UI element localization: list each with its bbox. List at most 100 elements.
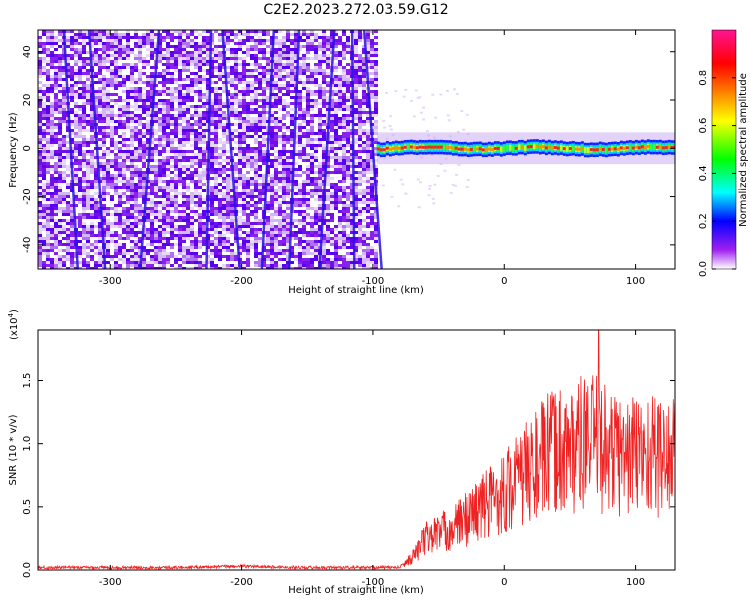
heatmap-cell bbox=[142, 249, 146, 252]
heatmap-cell bbox=[162, 123, 166, 126]
heatmap-cell bbox=[126, 153, 130, 156]
heatmap-cell bbox=[166, 57, 170, 60]
heatmap-cell bbox=[266, 228, 270, 231]
heatmap-cell bbox=[86, 159, 90, 162]
heatmap-cell bbox=[278, 150, 282, 153]
heatmap-cell bbox=[342, 114, 346, 117]
heatmap-cell bbox=[274, 63, 278, 66]
heatmap-cell bbox=[306, 114, 310, 117]
heatmap-cell bbox=[286, 129, 290, 132]
heatmap-cell bbox=[170, 195, 174, 198]
heatmap-cell bbox=[214, 114, 218, 117]
heatmap-cell bbox=[62, 93, 66, 96]
heatmap-cell bbox=[242, 177, 246, 180]
heatmap-cell bbox=[98, 57, 102, 60]
heatmap-cell bbox=[210, 228, 214, 231]
heatmap-cell bbox=[334, 39, 338, 42]
heatmap-cell bbox=[322, 72, 326, 75]
heatmap-cell bbox=[114, 159, 118, 162]
heatmap-cell bbox=[306, 33, 310, 36]
heatmap-cell bbox=[342, 102, 346, 105]
heatmap-cell bbox=[58, 228, 62, 231]
heatmap-cell bbox=[54, 246, 58, 249]
heatmap-cell bbox=[190, 234, 194, 237]
heatmap-cell bbox=[218, 45, 222, 48]
heatmap-cell bbox=[150, 222, 154, 225]
heatmap-cell bbox=[354, 216, 358, 219]
heatmap-cell bbox=[214, 51, 218, 54]
heatmap-cell bbox=[78, 189, 82, 192]
heatmap-cell bbox=[326, 252, 330, 255]
heatmap-cell bbox=[142, 246, 146, 249]
heatmap-cell bbox=[102, 87, 106, 90]
heatmap-cell bbox=[334, 258, 338, 261]
heatmap-cell bbox=[146, 123, 150, 126]
heatmap-cell bbox=[314, 66, 318, 69]
heatmap-cell bbox=[170, 252, 174, 255]
heatmap-cell bbox=[186, 39, 190, 42]
heatmap-cell bbox=[142, 267, 146, 269]
heatmap-cell bbox=[90, 165, 94, 168]
heatmap-cell bbox=[118, 219, 122, 222]
heatmap-cell bbox=[170, 177, 174, 180]
heatmap-cell bbox=[250, 180, 254, 183]
heatmap-cell bbox=[38, 249, 42, 252]
heatmap-cell bbox=[158, 237, 162, 240]
heatmap-cell bbox=[258, 51, 262, 54]
heatmap-cell bbox=[66, 42, 70, 45]
heatmap-cell bbox=[154, 144, 158, 147]
heatmap-cell bbox=[78, 66, 82, 69]
heatmap-cell bbox=[114, 81, 118, 84]
heatmap-cell bbox=[278, 48, 282, 51]
heatmap-cell bbox=[134, 174, 138, 177]
heatmap-cell bbox=[278, 258, 282, 261]
heatmap-cell bbox=[42, 267, 46, 269]
heatmap-cell bbox=[326, 45, 330, 48]
heatmap-cell bbox=[98, 156, 102, 159]
heatmap-cell bbox=[246, 219, 250, 222]
heatmap-cell bbox=[90, 39, 94, 42]
heatmap-cell bbox=[174, 60, 178, 63]
heatmap-cell bbox=[342, 255, 346, 258]
heatmap-cell bbox=[90, 153, 94, 156]
heatmap-cell bbox=[242, 204, 246, 207]
heatmap-cell bbox=[74, 150, 78, 153]
heatmap-cell bbox=[246, 186, 250, 189]
heatmap-cell bbox=[78, 255, 82, 258]
heatmap-cell bbox=[338, 159, 342, 162]
heatmap-cell bbox=[194, 156, 198, 159]
heatmap-cell bbox=[190, 72, 194, 75]
heatmap-cell bbox=[298, 153, 302, 156]
heatmap-cell bbox=[306, 222, 310, 225]
heatmap-cell bbox=[182, 204, 186, 207]
heatmap-cell bbox=[114, 57, 118, 60]
heatmap-cell bbox=[162, 78, 166, 81]
heatmap-cell bbox=[262, 51, 266, 54]
heatmap-cell bbox=[170, 51, 174, 54]
heatmap-cell bbox=[114, 99, 118, 102]
heatmap-cell bbox=[182, 30, 186, 33]
heatmap-cell bbox=[154, 240, 158, 243]
heatmap-cell bbox=[174, 156, 178, 159]
heatmap-cell bbox=[182, 267, 186, 269]
heatmap-cell bbox=[238, 174, 242, 177]
heatmap-cell bbox=[238, 42, 242, 45]
heatmap-cell bbox=[302, 204, 306, 207]
heatmap-cell bbox=[310, 69, 314, 72]
heatmap-cell bbox=[202, 138, 206, 141]
heatmap-cell bbox=[234, 153, 238, 156]
heatmap-cell bbox=[118, 216, 122, 219]
heatmap-cell bbox=[306, 201, 310, 204]
heatmap-cell bbox=[222, 75, 226, 78]
heatmap-cell bbox=[290, 42, 294, 45]
heatmap-cell bbox=[310, 162, 314, 165]
heatmap-cell bbox=[150, 135, 154, 138]
heatmap-cell bbox=[318, 216, 322, 219]
heatmap-cell bbox=[242, 60, 246, 63]
heatmap-cell bbox=[118, 75, 122, 78]
heatmap-cell bbox=[346, 198, 350, 201]
heatmap-cell bbox=[202, 93, 206, 96]
heatmap-cell bbox=[190, 78, 194, 81]
heatmap-cell bbox=[162, 234, 166, 237]
heatmap-cell bbox=[146, 261, 150, 264]
